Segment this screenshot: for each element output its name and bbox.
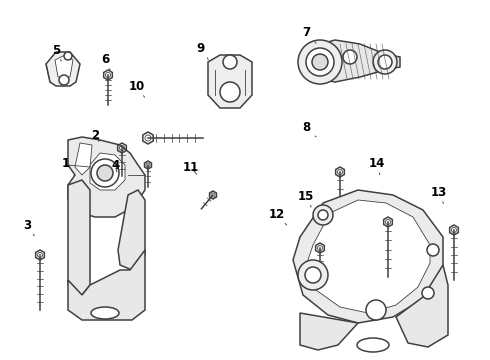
Circle shape xyxy=(343,50,357,64)
Polygon shape xyxy=(90,153,125,190)
Circle shape xyxy=(220,82,240,102)
Circle shape xyxy=(427,244,439,256)
Text: 5: 5 xyxy=(52,44,61,61)
Circle shape xyxy=(313,205,333,225)
Circle shape xyxy=(306,48,334,76)
Text: 2: 2 xyxy=(92,129,99,141)
Text: 15: 15 xyxy=(298,190,315,207)
Circle shape xyxy=(59,75,69,85)
Ellipse shape xyxy=(357,338,389,352)
Circle shape xyxy=(305,267,321,283)
Circle shape xyxy=(97,165,113,181)
Circle shape xyxy=(298,40,342,84)
Circle shape xyxy=(378,55,392,69)
Polygon shape xyxy=(68,137,145,217)
Polygon shape xyxy=(75,143,92,175)
Polygon shape xyxy=(396,265,448,347)
Polygon shape xyxy=(68,250,145,320)
Text: 6: 6 xyxy=(101,53,110,70)
Text: 7: 7 xyxy=(302,26,316,43)
Circle shape xyxy=(366,300,386,320)
Polygon shape xyxy=(208,55,252,108)
Circle shape xyxy=(64,52,72,60)
Text: 12: 12 xyxy=(269,208,287,225)
Text: 9: 9 xyxy=(197,42,208,59)
Text: 4: 4 xyxy=(111,159,119,172)
Text: 8: 8 xyxy=(302,121,316,137)
Circle shape xyxy=(91,159,119,187)
Polygon shape xyxy=(308,200,430,313)
Text: 3: 3 xyxy=(23,219,34,236)
Polygon shape xyxy=(68,180,90,295)
Polygon shape xyxy=(300,313,358,350)
Circle shape xyxy=(318,210,328,220)
Circle shape xyxy=(422,287,434,299)
Text: 10: 10 xyxy=(129,80,146,97)
Circle shape xyxy=(312,54,328,70)
Text: 14: 14 xyxy=(369,157,386,175)
Polygon shape xyxy=(310,40,400,82)
Circle shape xyxy=(223,55,237,69)
Ellipse shape xyxy=(91,307,119,319)
Polygon shape xyxy=(55,55,73,77)
Text: 11: 11 xyxy=(183,161,199,174)
Polygon shape xyxy=(118,190,145,270)
Text: 1: 1 xyxy=(62,157,74,176)
Circle shape xyxy=(373,50,397,74)
Polygon shape xyxy=(46,52,80,86)
Circle shape xyxy=(298,260,328,290)
Polygon shape xyxy=(293,190,443,323)
Text: 13: 13 xyxy=(430,186,447,203)
